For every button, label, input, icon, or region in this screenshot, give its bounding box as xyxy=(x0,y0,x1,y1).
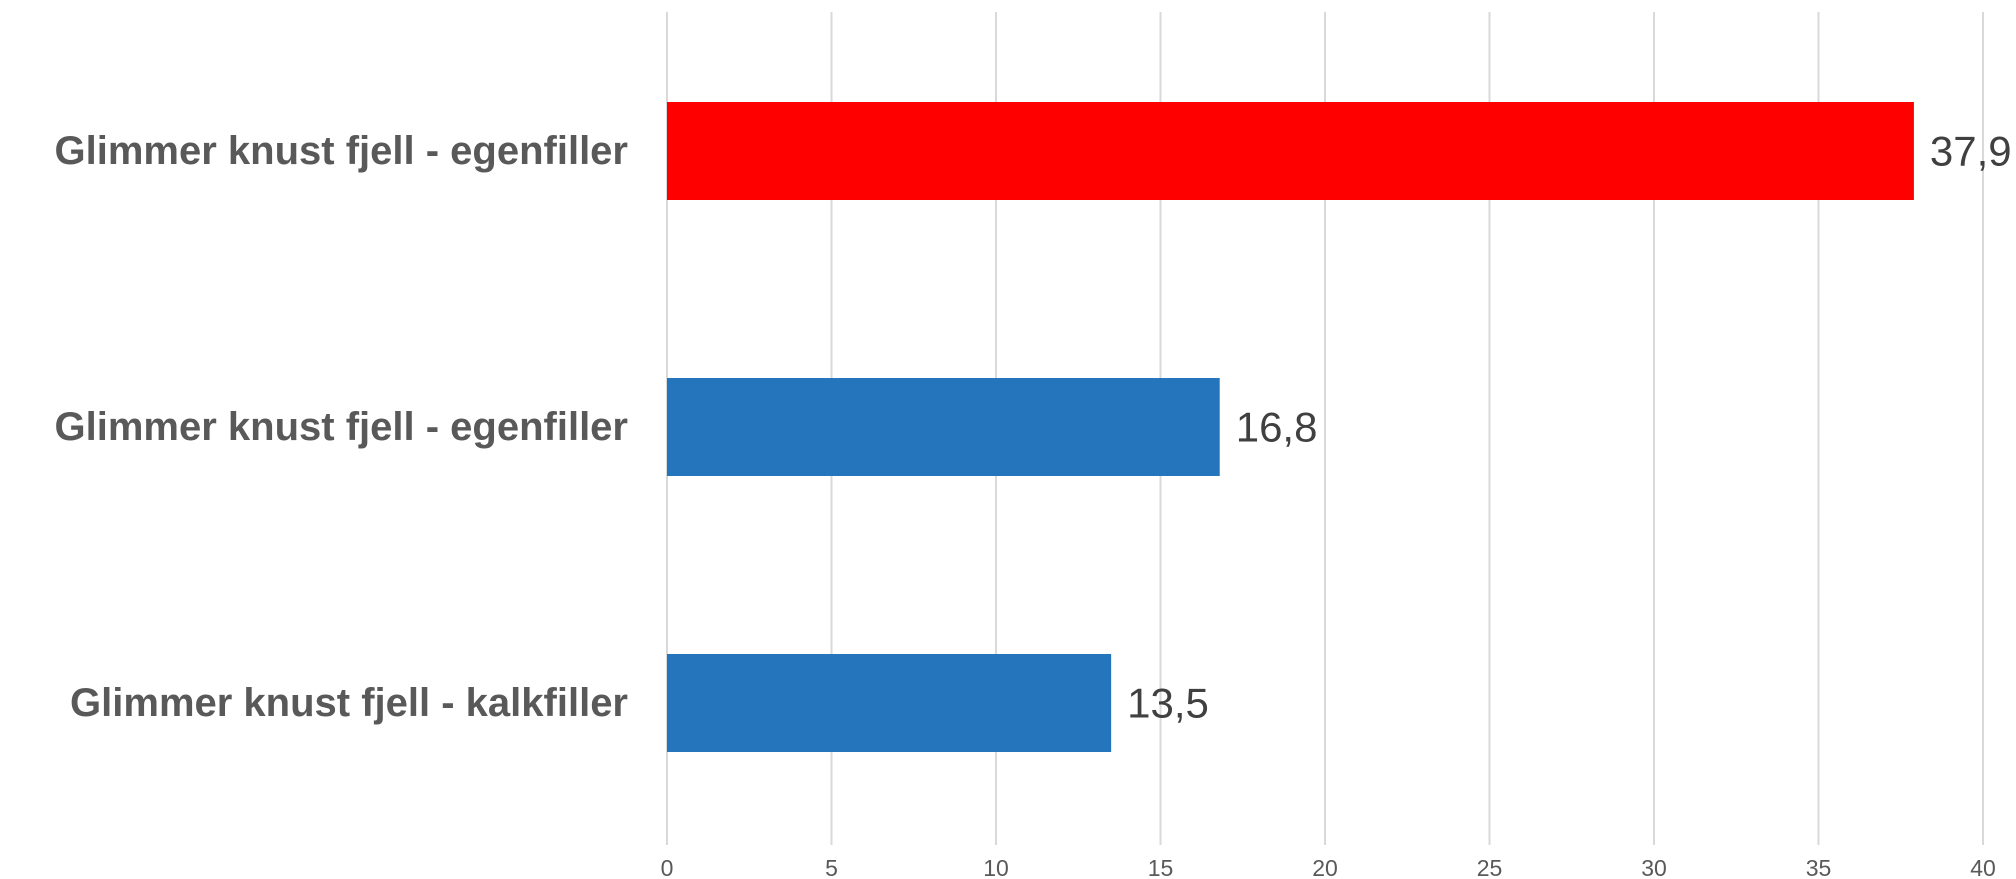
bar xyxy=(667,102,1914,200)
category-label: Glimmer knust fjell - kalkfiller xyxy=(70,681,628,725)
x-tick-label: 15 xyxy=(1148,855,1174,879)
data-labels: 37,9 16,8 13,5 xyxy=(1127,128,2012,727)
category-label: Glimmer knust fjell - egenfiller xyxy=(55,405,628,449)
x-tick-label: 25 xyxy=(1477,855,1503,879)
x-tick-label: 35 xyxy=(1806,855,1832,879)
x-tick-label: 20 xyxy=(1312,855,1338,879)
x-axis-tick-labels: 0 5 10 15 20 25 30 35 40 xyxy=(661,855,1996,879)
data-label: 16,8 xyxy=(1236,404,1318,451)
x-tick-label: 10 xyxy=(983,855,1009,879)
data-label: 13,5 xyxy=(1127,680,1209,727)
x-tick-label: 0 xyxy=(661,855,674,879)
bars xyxy=(667,102,1914,752)
category-label: Glimmer knust fjell - egenfiller xyxy=(55,129,628,173)
x-tick-label: 30 xyxy=(1641,855,1667,879)
x-tick-label: 5 xyxy=(825,855,838,879)
data-label: 37,9 xyxy=(1930,128,2012,175)
bar xyxy=(667,654,1112,752)
category-labels: Glimmer knust fjell - egenfiller Glimmer … xyxy=(55,129,628,725)
x-tick-label: 40 xyxy=(1970,855,1996,879)
bar xyxy=(667,378,1220,476)
